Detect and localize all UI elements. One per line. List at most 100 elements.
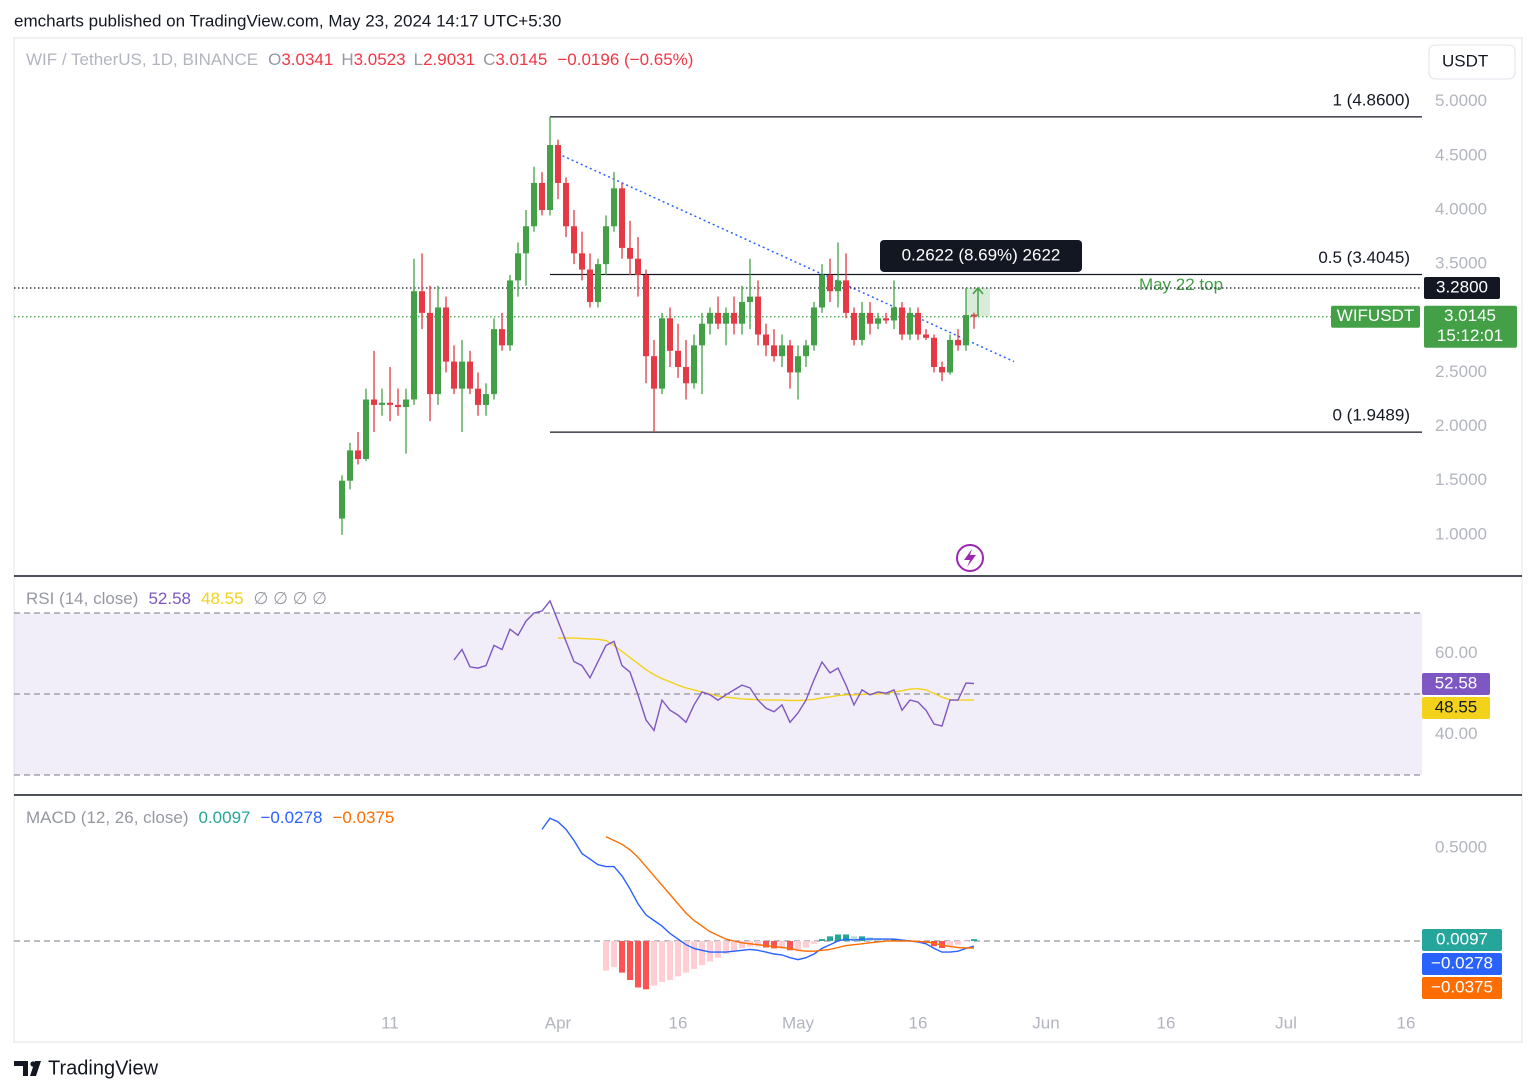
candle-body <box>515 253 521 281</box>
x-tick-label: 16 <box>1397 1013 1416 1032</box>
measure-arrow <box>972 286 984 317</box>
candle-body <box>435 307 441 395</box>
rsi-title: RSI (14, close) <box>26 589 138 608</box>
macd-tag-bg <box>1422 929 1502 951</box>
candle-body <box>835 280 841 292</box>
histogram-bar <box>651 940 657 986</box>
candle-body <box>587 269 593 303</box>
histogram-bar <box>699 940 705 966</box>
ohlc-letter: L <box>414 50 423 69</box>
candle-body <box>971 314 977 317</box>
macd-tag: −0.0278 <box>1431 953 1493 972</box>
indicator-line <box>558 637 975 702</box>
candle-body <box>883 318 889 321</box>
candle-body <box>827 274 833 292</box>
candle-body <box>467 361 473 389</box>
histogram-bar <box>755 940 761 947</box>
indicator-line <box>453 599 975 732</box>
ohlc-letter: O <box>268 50 281 69</box>
histogram-bar <box>787 940 793 951</box>
ohlc-value: 3.0523 <box>354 50 406 69</box>
histogram-bar <box>763 940 769 948</box>
candle-body <box>795 356 801 373</box>
publisher: emcharts published on TradingView.com, M… <box>14 11 561 30</box>
y-tick-label: 1.0000 <box>1435 524 1487 543</box>
candle-body <box>651 356 657 389</box>
histogram-bar <box>771 940 777 949</box>
candle-body <box>547 145 553 211</box>
brand-name[interactable]: TradingView <box>48 1057 159 1079</box>
candle-body <box>555 145 561 183</box>
rsi-legend-value: 48.55 <box>201 589 244 608</box>
histogram-bar <box>891 939 897 941</box>
candle-body <box>363 399 369 460</box>
candle-body <box>843 280 849 313</box>
candle-body <box>627 247 633 259</box>
candle-body <box>419 291 425 313</box>
ohlc-value: 3.0145 <box>495 50 547 69</box>
rsi-legend-value: 52.58 <box>148 589 191 608</box>
candle-body <box>355 450 361 460</box>
candle-body <box>499 329 505 346</box>
brand-logo-dot[interactable] <box>30 1061 36 1067</box>
candle-body <box>779 345 785 357</box>
ohlc-letter: C <box>483 50 495 69</box>
rsi-legend: RSI (14, close) 52.58 48.55 ∅ ∅ ∅ ∅ <box>26 589 327 608</box>
histogram-bar <box>667 940 673 981</box>
candle-body <box>747 296 753 303</box>
y-tick-label: 4.0000 <box>1435 199 1487 218</box>
candle-body <box>763 334 769 346</box>
macd-legend-value: −0.0375 <box>332 808 394 827</box>
fib-label: 0 (1.9489) <box>1333 406 1411 425</box>
candle-body <box>915 312 921 335</box>
trendline <box>557 153 1015 363</box>
candle-body <box>643 274 649 357</box>
candle-body <box>675 350 681 368</box>
candle-body <box>755 296 761 335</box>
histogram-bar <box>675 940 681 977</box>
candle-body <box>619 188 625 248</box>
x-tick-label: 11 <box>381 1013 399 1032</box>
candle-body <box>603 226 609 265</box>
candle-body <box>899 307 905 335</box>
price-tag-bg <box>1424 276 1500 299</box>
candle-body <box>451 361 457 389</box>
candle-body <box>403 399 409 408</box>
y-tick-label: 2.0000 <box>1435 416 1487 435</box>
price-symbol-bg <box>1331 305 1420 328</box>
candle-body <box>907 312 913 335</box>
candle-body <box>539 182 545 211</box>
candle-body <box>955 339 961 346</box>
candle-body <box>803 345 809 357</box>
y-tick-label: 4.5000 <box>1435 145 1487 164</box>
histogram-bar <box>843 934 849 941</box>
currency-button[interactable] <box>1428 44 1516 80</box>
alert-icon[interactable] <box>956 544 984 572</box>
candle-body <box>699 323 705 346</box>
alert-bolt[interactable] <box>964 549 976 567</box>
x-tick-label: 16 <box>669 1013 688 1032</box>
histogram-bar <box>835 934 841 941</box>
candle-body <box>723 312 729 324</box>
rsi-tag: 48.55 <box>1435 697 1478 716</box>
candle-body <box>691 345 697 384</box>
candle-body <box>443 307 449 362</box>
candle-body <box>395 404 401 408</box>
symbol-title: WIF / TetherUS, 1D, BINANCE <box>26 50 258 69</box>
rsi-tag-bg <box>1422 673 1490 695</box>
histogram-bar <box>883 939 889 941</box>
histogram-bar <box>603 940 609 971</box>
candle-body <box>875 318 881 324</box>
currency-label[interactable]: USDT <box>1442 51 1488 70</box>
candle-body <box>571 226 577 254</box>
histogram-bar <box>611 940 617 968</box>
histogram-bar <box>851 936 857 941</box>
candle-body <box>667 318 673 351</box>
histogram-bar <box>955 940 961 945</box>
y-tick-label: 40.00 <box>1435 724 1478 743</box>
histogram-bar <box>691 940 697 969</box>
brand[interactable]: TradingView <box>14 1057 159 1079</box>
histogram-bar <box>723 940 729 955</box>
y-tick-label: 1.5000 <box>1435 470 1487 489</box>
ohlc-value: 2.9031 <box>423 50 475 69</box>
